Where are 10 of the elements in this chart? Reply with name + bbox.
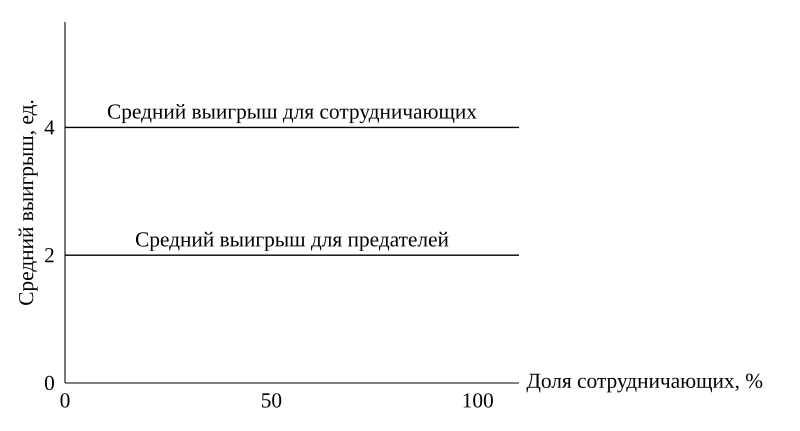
y-axis-title: Средний выигрыш, ед. <box>18 100 38 305</box>
series-label: Средний выигрыш для предателей <box>136 232 448 251</box>
x-axis-title: Доля сотрудничающих, % <box>526 374 762 392</box>
y-tick-label: 4 <box>44 120 54 134</box>
y-tick-label: 2 <box>45 248 54 262</box>
x-tick-label: 100 <box>464 393 493 408</box>
series-label: Средний выигрыш для сотрудничающих <box>108 104 477 124</box>
x-tick-label: 50 <box>262 393 282 408</box>
y-tick-label: 0 <box>44 376 54 390</box>
x-tick-label: 0 <box>60 393 70 408</box>
